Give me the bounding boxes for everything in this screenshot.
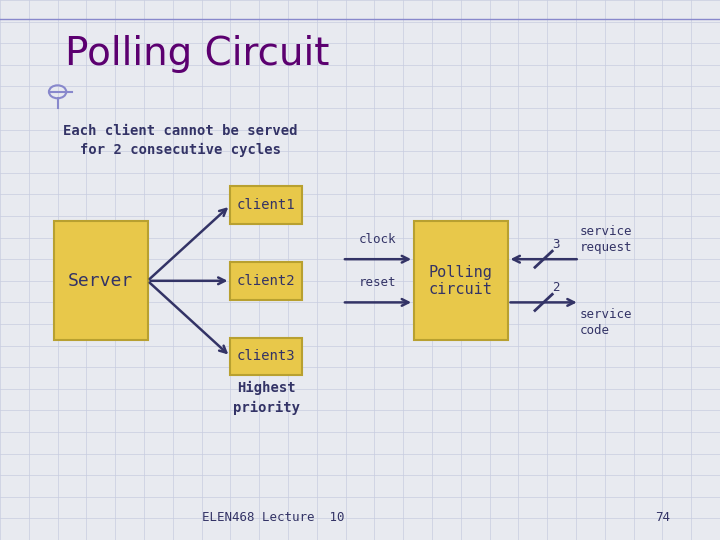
Text: ELEN468 Lecture  10: ELEN468 Lecture 10 [202, 511, 345, 524]
Text: Highest
priority: Highest priority [233, 381, 300, 415]
Text: service
request: service request [580, 225, 632, 254]
FancyBboxPatch shape [54, 221, 148, 340]
Text: service
code: service code [580, 308, 632, 337]
FancyBboxPatch shape [230, 262, 302, 300]
Text: Polling Circuit: Polling Circuit [65, 35, 329, 73]
FancyBboxPatch shape [230, 338, 302, 375]
Text: reset: reset [359, 276, 397, 289]
Text: Polling
circuit: Polling circuit [429, 265, 492, 297]
FancyBboxPatch shape [414, 221, 508, 340]
Text: client3: client3 [237, 349, 296, 363]
Text: 3: 3 [552, 238, 559, 251]
Text: Each client cannot be served
for 2 consecutive cycles: Each client cannot be served for 2 conse… [63, 124, 297, 157]
Text: clock: clock [359, 233, 397, 246]
Text: 74: 74 [655, 511, 670, 524]
Text: 2: 2 [552, 281, 559, 294]
Text: Server: Server [68, 272, 133, 290]
Text: client1: client1 [237, 198, 296, 212]
FancyBboxPatch shape [230, 186, 302, 224]
Text: client2: client2 [237, 274, 296, 288]
